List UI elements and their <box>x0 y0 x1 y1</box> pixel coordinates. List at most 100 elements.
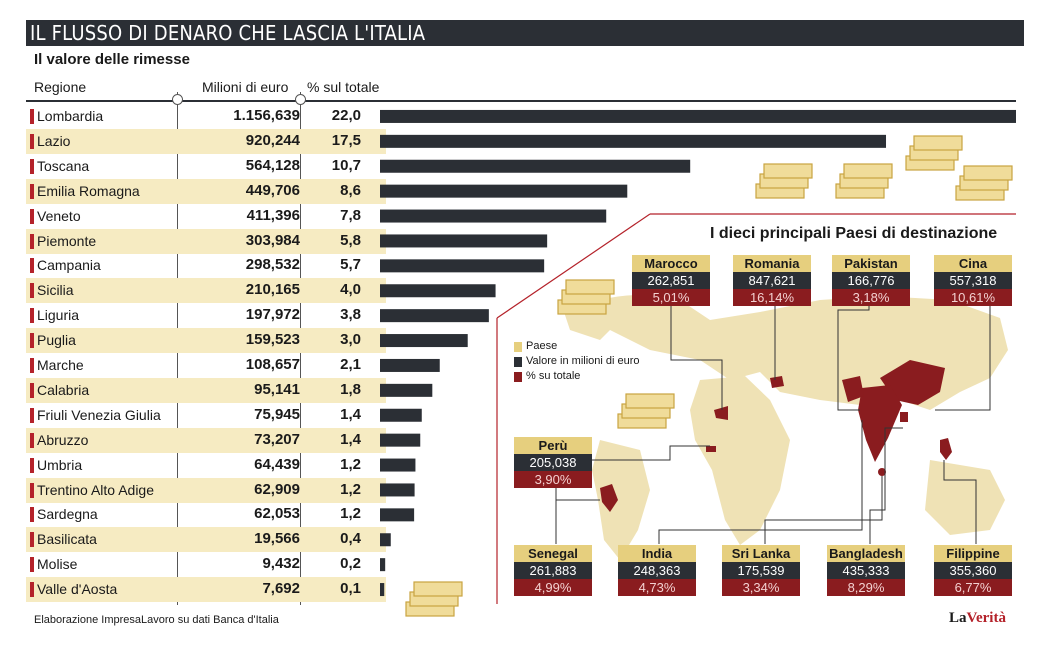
bar-campania <box>380 259 545 273</box>
country-value: 262,851 <box>632 272 710 289</box>
region-name: Liguria <box>37 307 80 324</box>
region-name: Piemonte <box>37 232 97 249</box>
table-row: Liguria 197,972 3,8 <box>26 303 386 328</box>
world-landmass <box>560 290 1008 560</box>
legend-item-paese: Paese <box>514 340 640 355</box>
region-pct: 1,2 <box>340 455 361 473</box>
country-shape-romania <box>770 376 784 388</box>
map-legend: Paese Valore in milioni di euro % su tot… <box>514 340 640 385</box>
region-value: 7,692 <box>262 580 300 598</box>
country-pct: 3,90% <box>514 471 592 488</box>
region-pct: 17,5 <box>331 131 361 149</box>
money-stack-icon <box>905 135 963 171</box>
region-name: Campania <box>37 257 101 274</box>
region-marker <box>30 133 34 149</box>
country-pct: 6,77% <box>934 579 1012 596</box>
bar-sicilia <box>380 284 496 298</box>
region-pct: 0,2 <box>340 555 361 573</box>
region-marker <box>30 532 34 548</box>
region-value: 62,053 <box>254 505 300 523</box>
country-box: Sri Lanka 175,539 3,34% <box>722 545 800 596</box>
bar-basilicata <box>380 533 391 547</box>
region-value: 920,244 <box>245 131 300 149</box>
country-box: Cina 557,318 10,61% <box>934 255 1012 306</box>
country-shape-peru <box>600 484 618 512</box>
region-marker <box>30 457 34 473</box>
country-value: 261,883 <box>514 562 592 579</box>
country-pct: 4,73% <box>618 579 696 596</box>
region-marker <box>30 109 34 124</box>
bar-toscana <box>380 159 691 173</box>
region-value: 75,945 <box>254 405 300 423</box>
region-name: Trentino Alto Adige <box>37 481 155 498</box>
country-shape-philippines <box>940 438 952 460</box>
region-marker <box>30 308 34 324</box>
bar-abruzzo <box>380 433 421 447</box>
bar-friuli-venezia-giulia <box>380 408 422 422</box>
region-marker <box>30 158 34 174</box>
region-name: Valle d'Aosta <box>37 581 118 598</box>
region-pct: 7,8 <box>340 206 361 224</box>
money-stack-icon <box>755 163 813 199</box>
region-pct: 2,1 <box>340 356 361 373</box>
region-name: Calabria <box>37 381 90 398</box>
country-name: Marocco <box>632 255 710 272</box>
money-stack-icon <box>405 581 463 617</box>
bar-piemonte <box>380 234 548 248</box>
bar-lazio <box>380 134 887 148</box>
table-row: Molise 9,432 0,2 <box>26 552 386 577</box>
country-name: Cina <box>934 255 1012 272</box>
region-value: 298,532 <box>245 256 300 274</box>
table-row: Sicilia 210,165 4,0 <box>26 278 386 304</box>
region-marker <box>30 507 34 523</box>
table-row: Puglia 159,523 3,0 <box>26 328 386 354</box>
table-row: Emilia Romagna 449,706 8,6 <box>26 178 386 204</box>
region-value: 411,396 <box>246 206 300 224</box>
money-stack-icon <box>557 279 615 315</box>
country-shape-india <box>858 385 902 462</box>
region-marker <box>30 208 34 224</box>
money-stack-icon <box>955 165 1013 201</box>
country-pct: 8,29% <box>827 579 905 596</box>
money-stack-icon <box>617 393 675 429</box>
country-name: Senegal <box>514 545 592 562</box>
col-header-pct: % sul totale <box>307 79 380 95</box>
country-shape-morocco <box>714 406 728 420</box>
country-value: 557,318 <box>934 272 1012 289</box>
money-stack-icon <box>835 163 893 199</box>
country-name: Romania <box>733 255 811 272</box>
region-value: 159,523 <box>245 331 300 349</box>
bar-umbria <box>380 458 416 472</box>
country-pct: 3,34% <box>722 579 800 596</box>
table-row: Trentino Alto Adige 62,909 1,2 <box>26 477 386 503</box>
bar-trentino-alto-adige <box>380 483 415 497</box>
country-value: 847,621 <box>733 272 811 289</box>
table-row: Lazio 920,244 17,5 <box>26 128 386 154</box>
region-value: 64,439 <box>254 455 300 473</box>
region-value: 95,141 <box>254 380 300 398</box>
country-shape-bangladesh <box>900 412 908 422</box>
region-marker <box>30 382 34 398</box>
bar-puglia <box>380 334 468 348</box>
region-marker <box>30 582 34 598</box>
country-name: Perù <box>514 437 592 454</box>
country-box: Filippine 355,360 6,77% <box>934 545 1012 596</box>
region-name: Veneto <box>37 207 81 224</box>
region-pct: 5,7 <box>340 256 361 274</box>
connector-lines <box>555 306 991 544</box>
map-frame <box>496 213 1016 604</box>
region-value: 1.156,639 <box>233 107 300 124</box>
region-value: 62,909 <box>254 480 300 498</box>
legend-item-pct: % su totale <box>514 370 640 385</box>
region-name: Marche <box>37 357 84 373</box>
map-title: I dieci principali Paesi di destinazione <box>710 225 998 242</box>
region-marker <box>30 482 34 498</box>
region-value: 210,165 <box>245 281 300 299</box>
table-row: Umbria 64,439 1,2 <box>26 453 386 478</box>
region-pct: 10,7 <box>331 156 361 174</box>
brand-logo: LaVerità <box>949 610 1006 626</box>
country-box: India 248,363 4,73% <box>618 545 696 596</box>
region-pct: 1,4 <box>340 405 361 423</box>
region-marker <box>30 358 34 373</box>
country-pct: 16,14% <box>733 289 811 306</box>
